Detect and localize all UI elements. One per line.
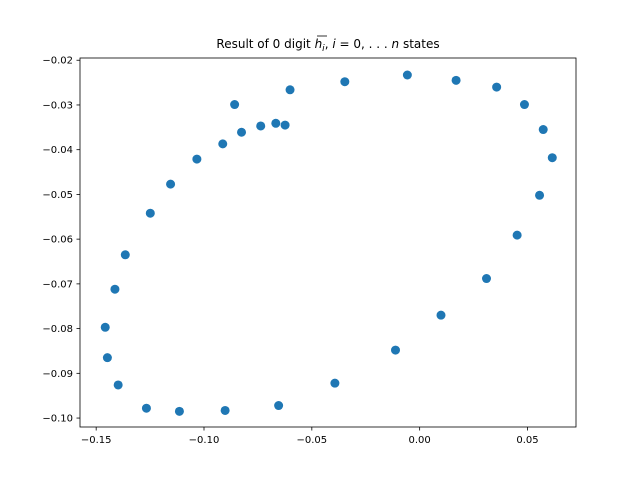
x-axis-ticks: −0.15 −0.10 −0.05 0.00 0.05 [81, 427, 539, 446]
data-point [192, 154, 202, 164]
data-point [141, 403, 151, 413]
data-point [256, 121, 266, 131]
x-tick-label: −0.10 [189, 435, 220, 446]
y-tick-label: −0.08 [42, 324, 73, 335]
data-point [274, 401, 284, 411]
data-point [402, 70, 412, 80]
data-point [174, 406, 184, 416]
y-tick-label: −0.04 [42, 145, 73, 156]
data-point [391, 345, 400, 355]
data-point [120, 250, 130, 260]
data-point [451, 75, 461, 85]
data-point [280, 120, 290, 130]
y-tick-label: −0.02 [42, 56, 73, 67]
y-axis-ticks: −0.02 −0.03 −0.04 −0.05 −0.06 −0.07 −0.08 −0.09… [42, 56, 80, 425]
data-point [218, 139, 228, 149]
data-point [113, 380, 123, 390]
data-point [230, 100, 240, 110]
x-tick-label: −0.05 [296, 435, 327, 446]
plot-frame [79, 57, 577, 428]
data-point [535, 190, 545, 200]
x-tick-label: −0.15 [81, 435, 112, 446]
y-tick-label: −0.05 [42, 190, 73, 201]
data-point [100, 322, 110, 332]
y-tick-label: −0.10 [42, 414, 73, 425]
data-point [145, 208, 155, 218]
y-tick-label: −0.07 [42, 279, 73, 290]
chart-title: Result of 0 digit hi, i = 0, . . . n sta… [216, 37, 439, 54]
data-point [538, 125, 548, 135]
y-tick-label: −0.06 [42, 235, 73, 246]
data-point [547, 153, 557, 163]
data-point [220, 405, 230, 415]
data-point [237, 127, 247, 137]
y-tick-label: −0.09 [42, 369, 73, 380]
data-point [492, 82, 502, 92]
points-layer [100, 70, 557, 416]
y-tick-label: −0.03 [42, 100, 73, 111]
data-point [285, 85, 295, 95]
data-point [110, 284, 120, 294]
x-tick-label: 0.00 [409, 435, 431, 446]
data-point [271, 118, 281, 128]
x-tick-label: 0.05 [516, 435, 538, 446]
data-point [482, 274, 491, 284]
data-point [102, 353, 112, 363]
data-point [340, 77, 350, 87]
data-point [436, 310, 446, 320]
data-point [519, 100, 529, 110]
data-point [166, 179, 176, 189]
data-point [512, 230, 522, 240]
data-point [330, 378, 340, 388]
